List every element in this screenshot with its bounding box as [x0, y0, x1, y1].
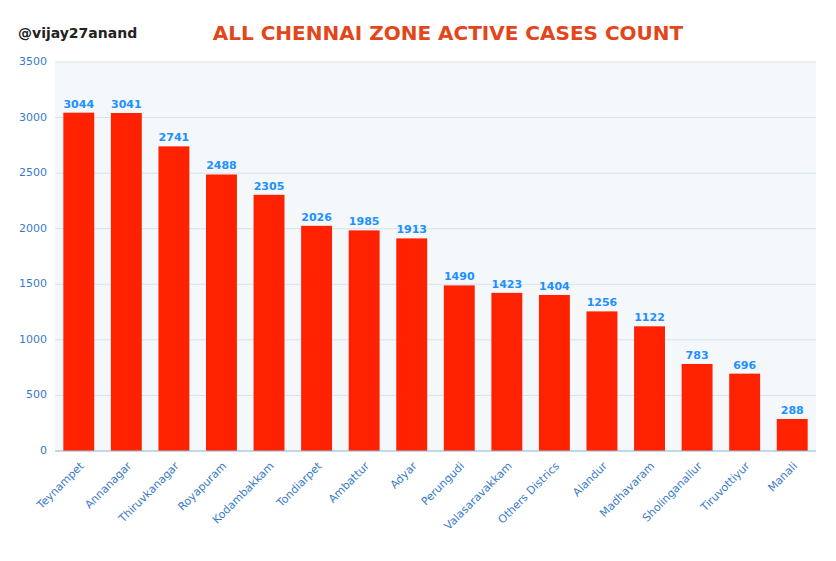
x-tick-label: Teynampet — [34, 459, 87, 512]
data-label: 1985 — [349, 215, 380, 228]
bar — [587, 311, 618, 451]
bar — [491, 293, 522, 451]
x-axis: TeynampetAnnanagarThiruvkanagarRoyapuram… — [34, 459, 800, 532]
chart-svg: @vijay27anand ALL CHENNAI ZONE ACTIVE CAS… — [0, 0, 836, 561]
bar — [158, 146, 189, 451]
data-label: 1256 — [587, 296, 618, 309]
data-label: 2488 — [206, 159, 237, 172]
grid-line — [55, 451, 816, 452]
data-label: 783 — [686, 349, 709, 362]
y-axis: 0 500 1000 1500 2000 2500 3000 3500 — [19, 55, 816, 457]
bar — [682, 364, 713, 451]
data-label: 1490 — [444, 270, 475, 283]
data-labels: 3044 3041 2741 2488 2305 2026 1985 1913 1490 1423… — [63, 98, 803, 417]
title: ALL CHENNAI ZONE ACTIVE CASES COUNT — [213, 21, 684, 45]
bar — [254, 195, 285, 451]
bar — [539, 295, 570, 451]
bar — [444, 285, 475, 451]
plot-background — [55, 62, 816, 451]
bar — [634, 326, 665, 451]
y-tick-label: 1000 — [19, 333, 47, 346]
data-label: 1122 — [634, 311, 665, 324]
grid-line — [55, 117, 816, 118]
bar — [301, 226, 332, 451]
bar — [729, 374, 760, 451]
y-tick-label: 0 — [40, 444, 47, 457]
data-label: 2305 — [254, 180, 285, 193]
x-tick-label: Kodambakkam — [210, 460, 277, 527]
x-tick-label: Perungudi — [419, 460, 467, 508]
data-label: 3044 — [63, 98, 94, 111]
x-tick-label: Annanagar — [82, 459, 134, 511]
x-axis-line — [55, 451, 816, 452]
x-tick-label: Ambattur — [326, 459, 372, 505]
data-label: 3041 — [111, 98, 142, 111]
x-tick-label: Tiruvottiyur — [697, 459, 752, 514]
data-label: 2741 — [159, 131, 190, 144]
data-label: 1404 — [539, 280, 570, 293]
data-label: 288 — [781, 404, 804, 417]
bar — [396, 238, 427, 451]
x-tick-label: Others Districs — [495, 459, 562, 526]
x-tick-label: Tondiarpet — [274, 459, 325, 510]
bar — [349, 230, 380, 451]
data-label: 696 — [733, 359, 756, 372]
x-tick-label: Thiruvkanagar — [115, 459, 182, 526]
y-tick-label: 500 — [26, 388, 47, 401]
y-tick-label: 2500 — [19, 166, 47, 179]
x-tick-label: Manali — [765, 460, 800, 495]
x-tick-label: Sholinganallur — [640, 459, 705, 524]
bars — [63, 113, 807, 451]
bar — [206, 174, 237, 451]
x-tick-label: Adyar — [388, 459, 420, 491]
y-tick-label: 3500 — [19, 55, 47, 68]
grid-line — [55, 62, 816, 63]
y-tick-label: 1500 — [19, 277, 47, 290]
handle: @vijay27anand — [18, 25, 137, 41]
x-tick-label: Alandur — [570, 459, 610, 499]
bar — [777, 419, 808, 451]
data-label: 1423 — [492, 278, 523, 291]
bar — [63, 113, 94, 451]
chart-container: @vijay27anand ALL CHENNAI ZONE ACTIVE CAS… — [0, 0, 836, 561]
bar — [111, 113, 142, 451]
data-label: 2026 — [301, 211, 332, 224]
y-tick-label: 2000 — [19, 222, 47, 235]
data-label: 1913 — [396, 223, 427, 236]
y-tick-label: 3000 — [19, 111, 47, 124]
